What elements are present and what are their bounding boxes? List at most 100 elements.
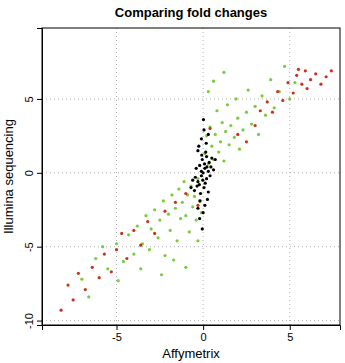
series bbox=[59, 68, 332, 312]
point bbox=[204, 182, 207, 185]
grid-line-x bbox=[289, 28, 290, 325]
point bbox=[305, 87, 308, 90]
point bbox=[160, 273, 163, 276]
point bbox=[153, 208, 156, 211]
y-tick: -10 bbox=[23, 313, 42, 329]
point bbox=[203, 162, 206, 165]
point bbox=[219, 140, 222, 143]
y-tick-mark bbox=[37, 321, 42, 322]
point bbox=[200, 174, 203, 177]
title: Comparing fold changes bbox=[115, 5, 267, 20]
point bbox=[181, 201, 184, 204]
point bbox=[259, 109, 262, 112]
point bbox=[144, 214, 147, 217]
point bbox=[205, 142, 208, 145]
point bbox=[207, 90, 210, 93]
point bbox=[91, 266, 94, 269]
x-tick: 0 bbox=[201, 325, 207, 343]
point bbox=[84, 288, 87, 291]
point bbox=[330, 69, 333, 72]
point bbox=[201, 227, 204, 230]
point bbox=[208, 127, 211, 130]
point bbox=[288, 97, 291, 100]
point bbox=[196, 207, 199, 210]
point bbox=[281, 99, 284, 102]
point bbox=[214, 133, 217, 136]
point bbox=[202, 128, 205, 131]
point bbox=[170, 193, 173, 196]
point bbox=[127, 233, 130, 236]
point bbox=[207, 170, 210, 173]
point bbox=[304, 69, 307, 72]
y-tick-mark bbox=[37, 247, 42, 248]
point bbox=[196, 180, 199, 183]
point bbox=[125, 257, 128, 260]
point bbox=[217, 151, 220, 154]
point bbox=[199, 192, 202, 195]
chart: -505-10-505Comparing fold changesAffymet… bbox=[0, 0, 345, 363]
point bbox=[207, 190, 210, 193]
point bbox=[245, 111, 248, 114]
y-tick: 0 bbox=[23, 170, 42, 176]
point bbox=[309, 78, 312, 81]
point bbox=[146, 220, 149, 223]
point bbox=[106, 267, 109, 270]
point bbox=[184, 266, 187, 269]
x-tick-mark bbox=[117, 325, 118, 330]
point bbox=[132, 252, 135, 255]
y-tick-label: -5 bbox=[23, 242, 35, 252]
point bbox=[195, 167, 198, 170]
x-tick: 5 bbox=[287, 325, 293, 343]
point bbox=[150, 227, 153, 230]
x-tick-mark bbox=[203, 325, 204, 330]
point bbox=[229, 124, 232, 127]
point bbox=[201, 179, 204, 182]
point bbox=[101, 245, 104, 248]
x-tick-label: 5 bbox=[287, 331, 293, 343]
point bbox=[201, 158, 204, 161]
point bbox=[254, 124, 257, 127]
series bbox=[80, 65, 296, 299]
point bbox=[208, 174, 211, 177]
point bbox=[132, 229, 135, 232]
point bbox=[276, 90, 279, 93]
point bbox=[98, 276, 101, 279]
y-tick-label: 0 bbox=[23, 170, 35, 176]
point bbox=[260, 94, 263, 97]
point bbox=[202, 118, 205, 121]
point bbox=[325, 75, 328, 78]
point bbox=[117, 279, 120, 282]
point bbox=[297, 68, 300, 71]
point bbox=[176, 239, 179, 242]
point bbox=[148, 248, 151, 251]
point bbox=[72, 298, 75, 301]
point bbox=[236, 133, 239, 136]
series bbox=[189, 118, 216, 231]
point bbox=[205, 155, 208, 158]
point bbox=[295, 74, 298, 77]
point bbox=[250, 122, 253, 125]
point bbox=[210, 156, 213, 159]
point bbox=[174, 201, 177, 204]
point bbox=[163, 210, 166, 213]
point bbox=[205, 177, 208, 180]
point bbox=[215, 109, 218, 112]
point bbox=[122, 260, 125, 263]
points bbox=[59, 65, 332, 312]
point bbox=[207, 133, 210, 136]
point bbox=[191, 179, 194, 182]
point bbox=[191, 205, 194, 208]
point bbox=[66, 284, 69, 287]
point bbox=[300, 83, 303, 86]
point bbox=[266, 100, 269, 103]
point bbox=[319, 83, 322, 86]
point bbox=[222, 71, 225, 74]
point bbox=[203, 204, 206, 207]
point bbox=[238, 148, 241, 151]
point bbox=[94, 257, 97, 260]
point bbox=[163, 254, 166, 257]
point bbox=[139, 267, 142, 270]
point bbox=[120, 232, 123, 235]
point bbox=[115, 248, 118, 251]
point bbox=[202, 211, 205, 214]
